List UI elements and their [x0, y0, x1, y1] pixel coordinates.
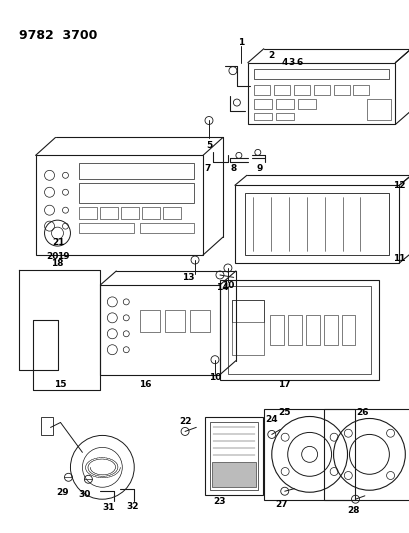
Bar [231, 300, 263, 322]
Text: 9: 9 [256, 164, 262, 173]
Text: 32: 32 [126, 502, 138, 511]
Bar [209, 423, 257, 490]
Text: 1: 1 [237, 38, 243, 47]
Bar [253, 69, 389, 79]
Bar [313, 85, 329, 94]
Bar [366, 99, 391, 120]
Bar [227, 286, 371, 374]
Bar [263, 408, 355, 500]
Text: 10: 10 [208, 373, 220, 382]
Text: 31: 31 [102, 503, 114, 512]
Text: 11: 11 [392, 254, 405, 263]
Text: 25: 25 [278, 408, 290, 417]
Bar [79, 223, 134, 233]
Bar [247, 63, 394, 125]
Text: 23: 23 [213, 497, 226, 506]
Text: 12: 12 [392, 181, 405, 190]
Text: 7: 7 [204, 164, 211, 173]
Text: 13: 13 [181, 273, 194, 282]
Text: 6: 6 [296, 58, 302, 67]
Bar [234, 185, 398, 263]
Bar [275, 112, 293, 120]
Text: 29: 29 [56, 488, 69, 497]
Text: 26: 26 [355, 408, 368, 417]
Bar [163, 207, 181, 219]
Bar [333, 85, 348, 94]
Bar [253, 99, 271, 109]
Text: 5: 5 [205, 141, 211, 150]
Text: 18: 18 [51, 259, 63, 268]
Bar [269, 315, 283, 345]
Text: 28: 28 [346, 506, 359, 515]
Bar [244, 193, 389, 255]
Bar [231, 300, 263, 354]
Text: 27: 27 [275, 500, 288, 508]
Text: 17: 17 [278, 380, 290, 389]
Bar [293, 85, 309, 94]
Bar [140, 310, 160, 332]
Bar [204, 417, 262, 495]
Bar [297, 99, 315, 109]
Bar [79, 207, 97, 219]
Text: 15: 15 [54, 380, 67, 389]
Bar [79, 163, 193, 179]
Bar [341, 315, 355, 345]
Text: 3: 3 [288, 58, 294, 67]
Bar [211, 462, 255, 487]
Text: 19: 19 [57, 252, 70, 261]
Bar [165, 310, 184, 332]
Bar [100, 207, 118, 219]
Bar [190, 310, 209, 332]
Text: 20: 20 [46, 252, 58, 261]
Text: 2: 2 [268, 51, 274, 60]
Bar [142, 207, 160, 219]
Text: 9782  3700: 9782 3700 [18, 29, 97, 42]
Text: 24: 24 [265, 415, 277, 424]
Bar [323, 315, 337, 345]
Bar [79, 183, 193, 203]
Text: 30: 30 [78, 490, 90, 499]
Bar [353, 85, 369, 94]
Bar [36, 156, 202, 255]
Text: 10: 10 [221, 281, 234, 290]
Bar [140, 223, 193, 233]
Bar [287, 315, 301, 345]
Text: 16: 16 [139, 380, 151, 389]
Text: 8: 8 [230, 164, 236, 173]
Bar [275, 99, 293, 109]
Bar [219, 280, 378, 379]
Bar [253, 85, 269, 94]
Bar [253, 112, 271, 120]
Bar [323, 408, 409, 500]
Text: 14: 14 [215, 284, 228, 293]
Text: 21: 21 [52, 238, 65, 247]
Bar [305, 315, 319, 345]
Bar [121, 207, 139, 219]
Text: 4: 4 [281, 58, 287, 67]
Bar [273, 85, 289, 94]
Text: 22: 22 [178, 417, 191, 426]
Bar [40, 417, 52, 435]
Bar [100, 285, 219, 375]
